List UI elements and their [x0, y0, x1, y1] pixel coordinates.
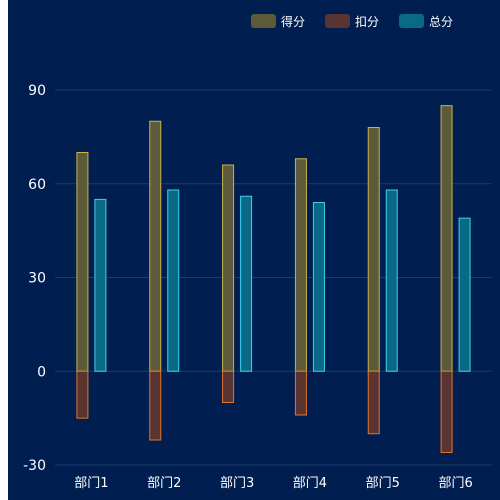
bar-得分-部门6[interactable] — [440, 105, 453, 372]
y-tick-label: 30 — [28, 271, 46, 287]
x-tick-label: 部门1 — [74, 476, 108, 491]
legend-item-扣分[interactable]: 扣分 — [325, 14, 379, 29]
bar-总分-部门1[interactable] — [94, 198, 107, 372]
bar-chart: -30 0 30 60 90 部门1 部门2 部门3 部门4 部门5 部门6 得分 扣分 总分 — [23, 14, 492, 491]
bar-扣分-部门2[interactable] — [149, 370, 162, 441]
legend-label: 得分 — [281, 14, 305, 29]
bar-得分-部门1[interactable] — [76, 152, 89, 372]
legend-swatch — [399, 14, 424, 28]
grid-layer — [55, 89, 492, 466]
x-axis: 部门1 部门2 部门3 部门4 部门5 部门6 — [74, 476, 472, 491]
bar-得分-部门4[interactable] — [294, 158, 307, 372]
bar-得分-部门2[interactable] — [149, 120, 162, 372]
bar-总分-部门2[interactable] — [167, 189, 180, 372]
x-tick-label: 部门4 — [293, 476, 327, 491]
legend-swatch — [251, 14, 276, 28]
y-tick-label: 0 — [37, 364, 46, 380]
legend[interactable]: 得分 扣分 总分 — [251, 14, 453, 29]
bar-扣分-部门6[interactable] — [440, 370, 453, 453]
x-tick-label: 部门2 — [147, 476, 181, 491]
bar-扣分-部门1[interactable] — [76, 370, 89, 419]
chart-panel: -30 0 30 60 90 部门1 部门2 部门3 部门4 部门5 部门6 得分 扣分 总分 — [8, 0, 500, 500]
y-axis: -30 0 30 60 90 — [23, 83, 46, 474]
bar-总分-部门4[interactable] — [312, 202, 325, 372]
bar-扣分-部门5[interactable] — [367, 370, 380, 435]
legend-swatch — [325, 14, 350, 28]
legend-label: 总分 — [429, 15, 453, 29]
bar-扣分-部门3[interactable] — [222, 370, 235, 403]
y-tick-label: 90 — [28, 83, 46, 99]
x-tick-label: 部门5 — [366, 476, 400, 491]
legend-label: 扣分 — [355, 15, 379, 29]
legend-item-总分[interactable]: 总分 — [399, 14, 453, 29]
x-tick-label: 部门3 — [220, 476, 254, 491]
bar-得分-部门3[interactable] — [222, 164, 235, 372]
y-tick-label: 60 — [28, 177, 46, 193]
x-tick-label: 部门6 — [438, 476, 472, 491]
bar-总分-部门3[interactable] — [240, 195, 253, 372]
y-tick-label: -30 — [23, 458, 46, 474]
bar-得分-部门5[interactable] — [367, 127, 380, 372]
bar-总分-部门6[interactable] — [458, 217, 471, 372]
bar-扣分-部门4[interactable] — [294, 370, 307, 416]
bars-layer — [76, 105, 471, 453]
legend-item-得分[interactable]: 得分 — [251, 14, 305, 29]
bar-总分-部门5[interactable] — [385, 189, 398, 372]
